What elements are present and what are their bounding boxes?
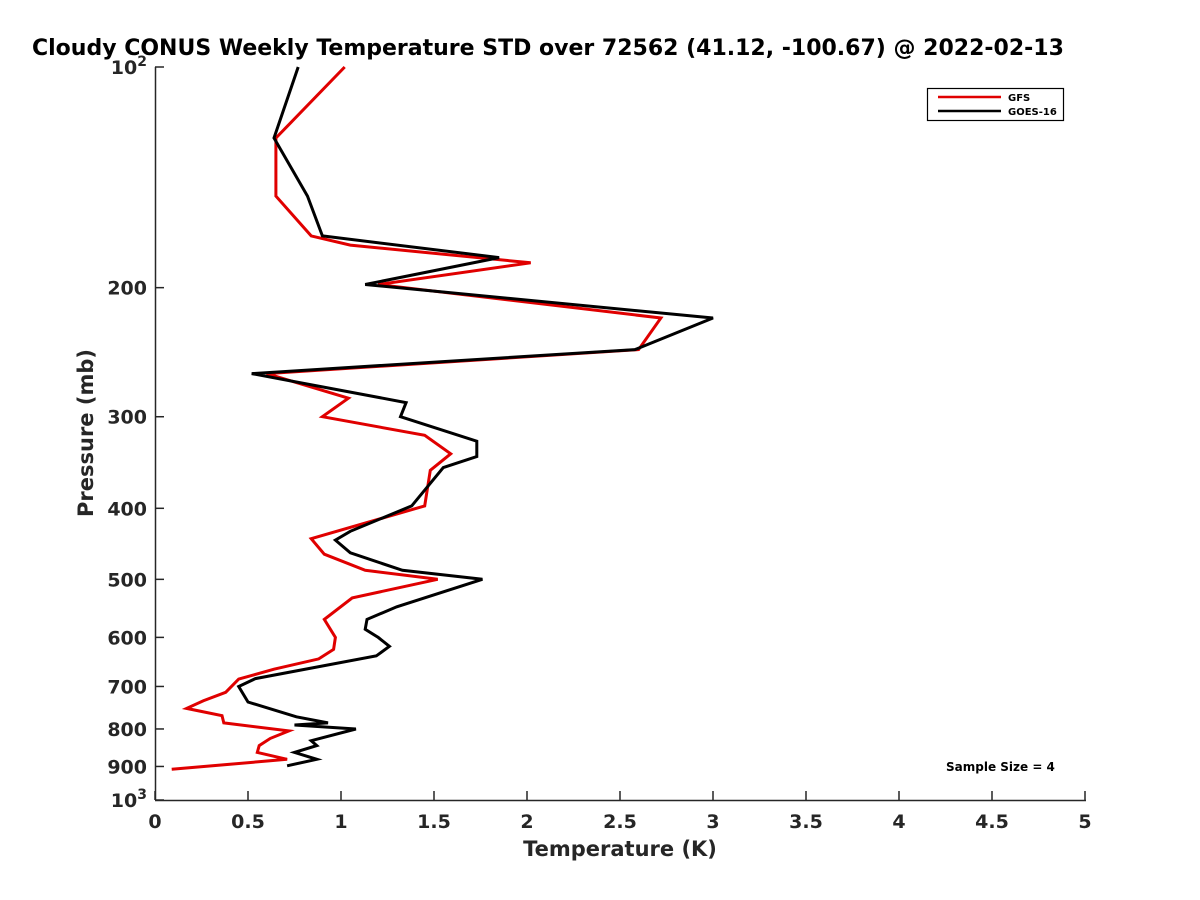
y-tick-label: 600: [107, 627, 147, 649]
y-tick-label: 400: [107, 498, 147, 520]
y-tick-label: 800: [107, 719, 147, 741]
y-tick-label: 200: [107, 278, 147, 300]
x-tick-label: 3.5: [789, 811, 823, 833]
x-tick-label: 2.5: [603, 811, 637, 833]
y-tick-label: 300: [107, 407, 147, 429]
legend: GFS GOES-16: [926, 87, 1065, 122]
legend-label-goes16: GOES-16: [1008, 107, 1057, 118]
x-tick-label: 3: [706, 811, 719, 833]
x-tick-label: 0.5: [231, 811, 265, 833]
x-tick-label: 0: [148, 811, 161, 833]
x-tick-label: 2: [520, 811, 533, 833]
y-axis-title: Pressure (mb): [74, 349, 98, 517]
sample-size-annotation: Sample Size = 4: [946, 760, 1055, 774]
series-line-goes16: [236, 66, 714, 768]
y-tick-label: 102: [111, 54, 147, 79]
y-ticks: 102 200 300 400 500 600 700 800 900 103: [107, 54, 164, 812]
x-tick-label: 4.5: [975, 811, 1009, 833]
series-line-gfs: [171, 65, 664, 771]
legend-label-gfs: GFS: [1008, 93, 1030, 104]
legend-box: [926, 87, 1065, 122]
y-tick-label: 103: [111, 787, 147, 812]
x-tick-label: 1.5: [417, 811, 451, 833]
x-tick-label: 5: [1078, 811, 1091, 833]
x-ticks: 0 0.5 1 1.5 2 2.5 3 3.5 4 4.5 5: [148, 791, 1092, 833]
x-tick-label: 1: [334, 811, 347, 833]
y-tick-label: 900: [107, 756, 147, 778]
series-layer: [171, 65, 714, 771]
chart-title: Cloudy CONUS Weekly Temperature STD over…: [32, 36, 1064, 61]
plot-area: 0 0.5 1 1.5 2 2.5 3 3.5 4 4.5 5 102 200 300 400 500 600…: [107, 54, 1091, 833]
y-tick-label: 500: [107, 569, 147, 591]
x-axis-title: Temperature (K): [523, 837, 717, 861]
y-tick-label: 700: [107, 676, 147, 698]
x-tick-label: 4: [892, 811, 905, 833]
